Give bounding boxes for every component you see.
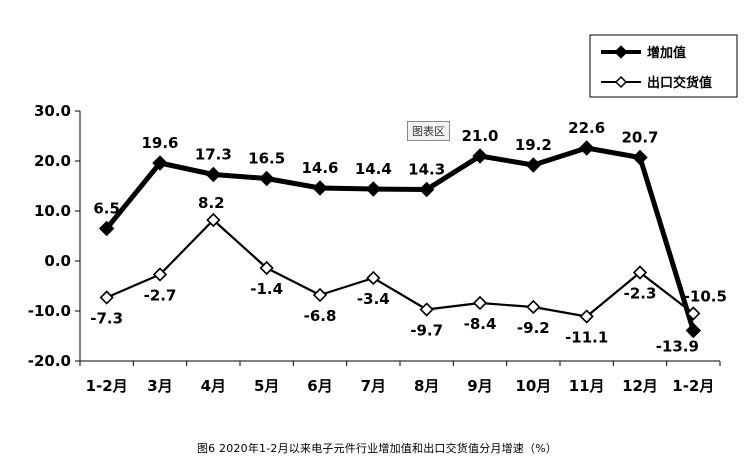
value-added-label: 14.4 [355, 160, 392, 178]
export-value-label: -8.4 [464, 315, 497, 333]
value-added-point [205, 166, 222, 183]
value-added-point [418, 181, 435, 198]
value-added-point [258, 170, 275, 187]
export-value-point [259, 260, 274, 276]
export-value-label: -10.5 [684, 288, 727, 306]
x-tick-label: 10月 [515, 377, 551, 395]
export-value-label: -11.1 [565, 329, 608, 347]
export-value-label: -2.7 [144, 287, 177, 305]
value-added-point [578, 140, 595, 156]
value-added-label: 22.6 [568, 119, 605, 137]
x-tick-label: 1-2月 [672, 377, 714, 395]
export-value-label: -9.7 [410, 322, 443, 340]
value-added-point [525, 157, 542, 173]
value-added-label: 16.5 [248, 150, 285, 168]
value-added-label: 19.6 [141, 134, 178, 152]
x-tick-label: 11月 [569, 377, 605, 395]
x-tick-label: 3月 [147, 377, 172, 395]
chart-axes: -20.0 -10.0 0.0 10.0 20.0 30.0 1-2月 3月 4月 5月 6月 7月 8… [28, 102, 721, 395]
y-tick-label: 20.0 [34, 152, 71, 170]
data-labels: 6.5 19.6 17.3 16.5 14.6 14.4 14.3 21.0 19.2 22.6 2… [90, 119, 727, 356]
value-added-label: 21.0 [461, 127, 498, 145]
value-added-label: 19.2 [515, 136, 552, 154]
x-tick-label: 12月 [622, 377, 658, 395]
x-tick-label: 4月 [201, 377, 226, 395]
value-added-label: 20.7 [621, 129, 658, 147]
y-tick-label: -20.0 [28, 352, 71, 370]
export-value-point [579, 309, 594, 324]
value-added-point [312, 180, 328, 196]
x-tick-label: 5月 [254, 377, 279, 395]
export-value-point [419, 302, 434, 317]
y-tick-label: 30.0 [34, 102, 71, 120]
export-value-point [366, 270, 381, 286]
export-value-label: -3.4 [357, 290, 390, 308]
plot-area-tag: 图表区 [407, 121, 450, 141]
legend-marker-value-added [614, 45, 628, 59]
export-value-label: -7.3 [90, 310, 123, 328]
value-added-point [152, 155, 168, 171]
value-added-point [365, 181, 382, 197]
x-tick-label: 7月 [361, 377, 386, 395]
figure-caption: 图6 2020年1-2月以来电子元件行业增加值和出口交货值分月增速（%） [196, 442, 558, 455]
x-tick-label: 9月 [467, 377, 492, 395]
export-value-label: 8.2 [198, 194, 225, 212]
export-value-point [686, 306, 701, 321]
value-added-point [685, 322, 702, 339]
x-tick-label: 8月 [414, 377, 439, 395]
legend-label-export-value: 出口交货值 [647, 75, 712, 91]
export-value-point [99, 290, 114, 305]
value-added-label: 6.5 [93, 200, 120, 218]
value-added-point [98, 220, 115, 237]
export-value-point [472, 295, 488, 311]
x-tick-label: 6月 [307, 377, 332, 395]
series-line-export-value [106, 218, 695, 318]
value-added-label: 14.6 [301, 159, 338, 177]
value-added-point [632, 149, 648, 166]
chart-series [98, 140, 702, 339]
y-tick-label: 0.0 [44, 252, 71, 270]
legend-box [589, 34, 738, 98]
legend-marker-export-value [614, 75, 628, 89]
y-tick-label: -10.0 [28, 302, 71, 320]
export-value-point [312, 287, 328, 303]
legend-label-value-added: 增加值 [647, 45, 686, 61]
value-added-label: 17.3 [195, 146, 232, 164]
export-value-label: -6.8 [304, 307, 337, 325]
series-line-value-added [104, 145, 696, 332]
y-tick-label: 10.0 [34, 202, 71, 220]
export-value-point [526, 299, 541, 315]
export-value-label: -9.2 [517, 319, 550, 337]
export-value-label: -2.3 [624, 285, 657, 303]
x-tick-label: 1-2月 [86, 377, 128, 395]
export-value-point [206, 212, 221, 228]
value-added-point [472, 148, 488, 164]
export-value-point [632, 265, 648, 280]
value-added-label: 14.3 [408, 161, 445, 179]
export-value-point [152, 267, 168, 282]
export-value-label: -1.4 [250, 280, 283, 298]
value-added-label: -13.9 [656, 338, 699, 356]
